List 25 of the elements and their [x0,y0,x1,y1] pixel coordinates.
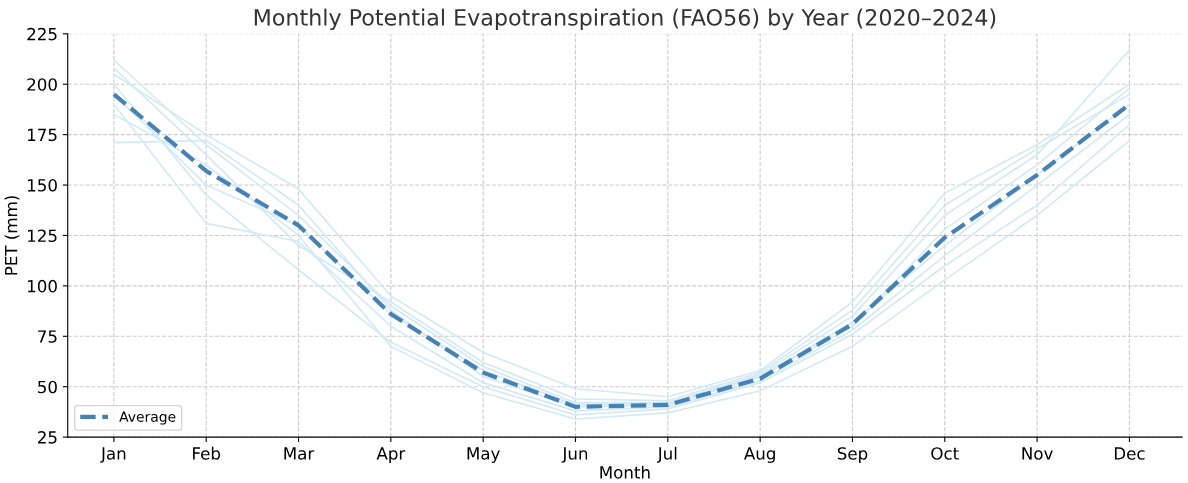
x-tick-label: Jan [100,447,126,463]
legend-label: Average [119,411,176,425]
x-tick-label: Oct [931,447,959,460]
y-tick-label: 50 [38,380,57,394]
y-tick-label: 200 [27,78,57,91]
x-tick-label: Aug [744,447,775,463]
chart-title: Monthly Potential Evapotranspiration (FAO56) by Year (2020–2024) [254,8,996,31]
x-tick-label: Nov [1022,447,1053,460]
x-tick-label: Dec [1114,447,1145,460]
x-tick-label: Feb [193,446,221,460]
x-tick-label: Jun [561,447,588,463]
x-tick-label: May [467,447,500,463]
y-tick-label: 100 [28,279,57,293]
x-tick-label: Sep [837,447,868,463]
y-axis-title: PET (mm) [4,196,20,275]
x-axis-title: Month [600,465,650,479]
y-tick-label: 25 [38,431,57,444]
x-tick-label: Jul [656,446,677,463]
y-tick-label: 175 [28,128,57,142]
y-tick-label: 75 [38,330,57,343]
y-tick-label: 150 [28,179,57,192]
y-tick-label: 125 [28,229,57,243]
x-tick-label: Mar [284,447,315,460]
y-tick-label: 225 [27,27,57,41]
x-tick-label: Apr [376,447,406,463]
